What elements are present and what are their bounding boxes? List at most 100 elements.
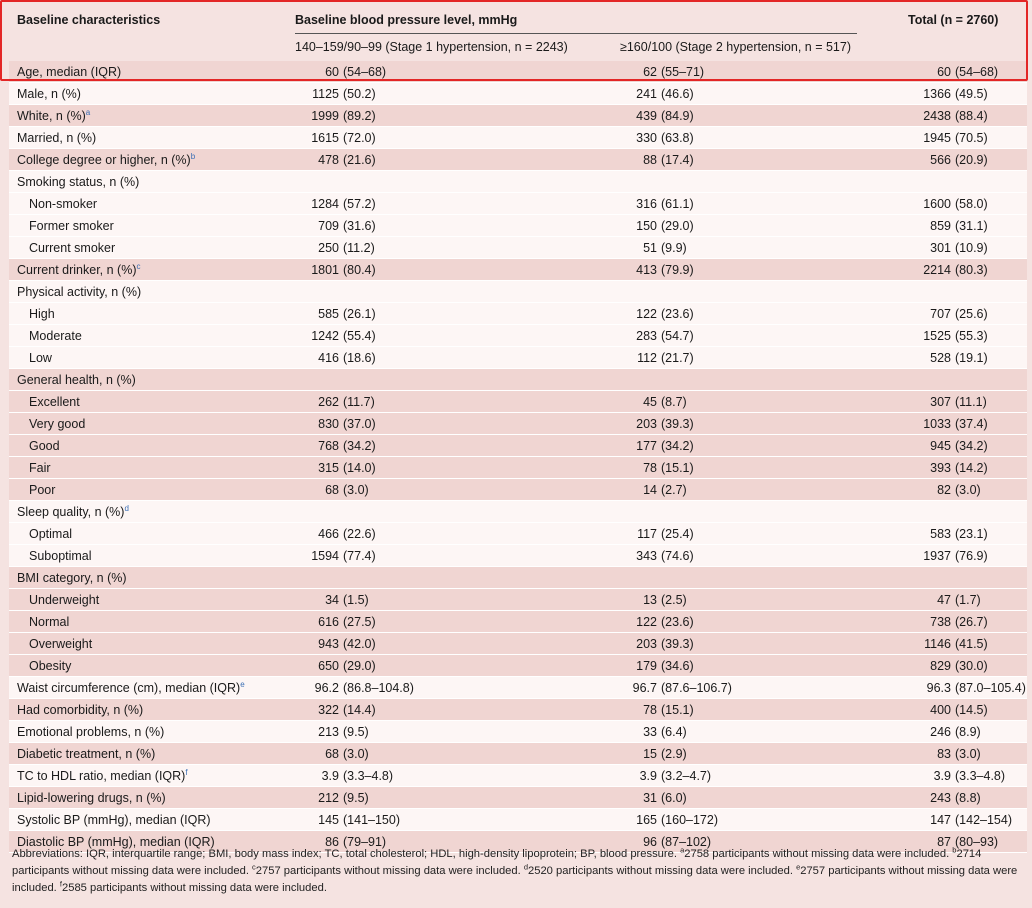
cell-count: 177	[636, 438, 657, 453]
cell-count: 768	[318, 438, 339, 453]
table-row: Underweight 34 (1.5) 13 (2.5) 47 (1.7)	[9, 588, 1027, 611]
cell-count: 33	[643, 724, 657, 739]
cell-count: 87	[937, 834, 951, 849]
cell-count: 528	[930, 350, 951, 365]
cell-count: 179	[636, 658, 657, 673]
cell-detail: (34.2)	[343, 438, 376, 453]
cell-stage2: 31 (6.0)	[620, 786, 910, 809]
row-label: BMI category, n (%)	[9, 566, 295, 589]
cell-stage2: 15 (2.9)	[620, 742, 910, 765]
cell-stage1: 416 (18.6)	[295, 346, 620, 369]
cell-detail: (9.9)	[661, 240, 687, 255]
cell-detail: (72.0)	[343, 130, 376, 145]
cell-count: 96	[643, 834, 657, 849]
cell-detail: (84.9)	[661, 108, 694, 123]
cell-detail: (55.4)	[343, 328, 376, 343]
cell-detail: (8.8)	[955, 790, 981, 805]
cell-detail: (86.8–104.8)	[343, 680, 414, 695]
row-label-text: Overweight	[29, 636, 93, 651]
row-label-text: Very good	[29, 416, 86, 431]
cell-count: 51	[643, 240, 657, 255]
row-label-text: Male, n (%)	[17, 86, 81, 101]
table-footnote: Abbreviations: IQR, interquartile range;…	[12, 846, 1022, 897]
cell-detail: (79–91)	[343, 834, 387, 849]
cell-detail: (87–102)	[661, 834, 712, 849]
table-row: Emotional problems, n (%) 213 (9.5) 33 (6.4)…	[9, 720, 1027, 743]
table-row: Very good 830 (37.0) 203 (39.3) 1033 (37.4)	[9, 412, 1027, 435]
cell-count: 262	[318, 394, 339, 409]
cell-detail: (54–68)	[343, 64, 387, 79]
cell-stage1: 96.2 (86.8–104.8)	[295, 676, 620, 699]
row-label: Lipid-lowering drugs, n (%)	[9, 786, 295, 809]
cell-count: 1594	[311, 548, 339, 563]
col-header-group: Baseline blood pressure level, mmHg	[295, 13, 518, 27]
cell-total: 1146 (41.5)	[910, 632, 1027, 655]
cell-total: 1945 (70.5)	[910, 126, 1027, 149]
cell-total: 829 (30.0)	[910, 654, 1027, 677]
cell-count: 31	[643, 790, 657, 805]
table-row: General health, n (%)	[9, 368, 1027, 391]
table-row: Systolic BP (mmHg), median (IQR) 145 (141–…	[9, 808, 1027, 831]
cell-detail: (3.0)	[955, 482, 981, 497]
cell-detail: (34.6)	[661, 658, 694, 673]
table-row: TC to HDL ratio, median (IQR)f 3.9 (3.3–4.…	[9, 764, 1027, 787]
footnote-ref: c	[136, 261, 141, 271]
row-label-text: College degree or higher, n (%)	[17, 152, 191, 167]
cell-count: 316	[636, 196, 657, 211]
cell-count: 243	[930, 790, 951, 805]
row-label-text: Physical activity, n (%)	[17, 284, 142, 299]
cell-detail: (14.2)	[955, 460, 988, 475]
cell-count: 1999	[311, 108, 339, 123]
footnote-ref: b	[190, 151, 196, 161]
cell-detail: (54–68)	[955, 64, 999, 79]
cell-stage1: 830 (37.0)	[295, 412, 620, 435]
table-row: Obesity 650 (29.0) 179 (34.6) 829 (30.0)	[9, 654, 1027, 677]
cell-detail: (21.6)	[343, 152, 376, 167]
cell-count: 393	[930, 460, 951, 475]
table-row: Overweight 943 (42.0) 203 (39.3) 1146 (41.5)	[9, 632, 1027, 655]
cell-detail: (3.3–4.8)	[343, 768, 394, 783]
row-label-text: White, n (%)	[17, 108, 86, 123]
cell-detail: (39.3)	[661, 416, 694, 431]
cell-total	[910, 280, 1027, 303]
row-label: Low	[9, 346, 295, 369]
cell-count: 307	[930, 394, 951, 409]
cell-detail: (23.6)	[661, 306, 694, 321]
row-label: Emotional problems, n (%)	[9, 720, 295, 743]
row-label: Smoking status, n (%)	[9, 170, 295, 193]
row-label: Very good	[9, 412, 295, 435]
cell-detail: (11.7)	[343, 394, 375, 409]
cell-detail: (25.4)	[661, 526, 694, 541]
cell-detail: (74.6)	[661, 548, 694, 563]
cell-detail: (18.6)	[343, 350, 376, 365]
cell-stage1: 213 (9.5)	[295, 720, 620, 743]
cell-count: 117	[637, 526, 657, 541]
cell-detail: (10.9)	[955, 240, 988, 255]
cell-stage1: 262 (11.7)	[295, 390, 620, 413]
cell-stage2: 343 (74.6)	[620, 544, 910, 567]
row-label-text: Suboptimal	[29, 548, 92, 563]
cell-stage1: 315 (14.0)	[295, 456, 620, 479]
row-label-text: Obesity	[29, 658, 72, 673]
cell-stage2: 88 (17.4)	[620, 148, 910, 171]
cell-detail: (9.5)	[343, 724, 369, 739]
cell-detail: (6.0)	[661, 790, 687, 805]
cell-detail: (77.4)	[343, 548, 376, 563]
cell-stage1: 1999 (89.2)	[295, 104, 620, 127]
cell-count: 1615	[311, 130, 339, 145]
cell-count: 147	[930, 812, 951, 827]
cell-stage2: 62 (55–71)	[620, 61, 910, 83]
cell-stage1: 60 (54–68)	[295, 61, 620, 83]
footnote-d: 2520 participants without missing data w…	[528, 865, 793, 877]
cell-stage1: 250 (11.2)	[295, 236, 620, 259]
cell-count: 47	[937, 592, 951, 607]
cell-total: 147 (142–154)	[910, 808, 1027, 831]
row-label-text: Low	[29, 350, 52, 365]
table-row: Good 768 (34.2) 177 (34.2) 945 (34.2)	[9, 434, 1027, 457]
cell-count: 1600	[923, 196, 951, 211]
footnote-mark: c	[252, 862, 256, 872]
cell-stage2: 413 (79.9)	[620, 258, 910, 281]
cell-total: 246 (8.9)	[910, 720, 1027, 743]
cell-count: 859	[930, 218, 951, 233]
cell-count: 583	[930, 526, 951, 541]
